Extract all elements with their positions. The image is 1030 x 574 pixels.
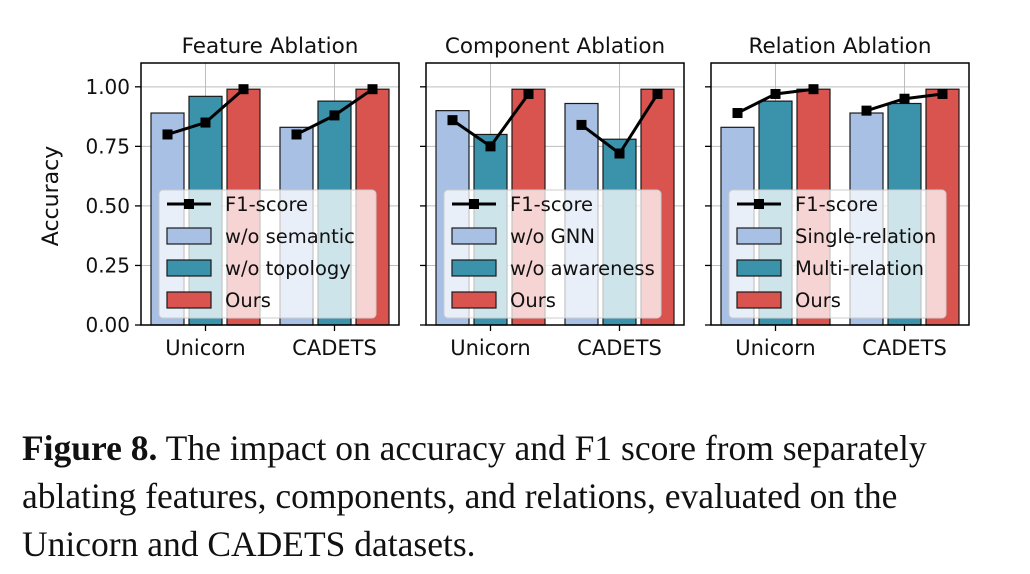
panel-title: Relation Ablation	[748, 34, 931, 59]
legend-label: w/o awareness	[510, 257, 655, 280]
legend-swatch	[166, 291, 212, 309]
panel-1: 0.00 0.25 0.50 0.75 1.00 Unicorn CADETS Feature…	[85, 34, 400, 360]
y-tick-label: 1.00	[85, 75, 130, 99]
f1-point	[861, 105, 872, 116]
legend-swatch	[736, 291, 782, 309]
legend-swatch	[451, 291, 497, 309]
legend: F1-score Single-relation Multi-relation Our…	[728, 189, 947, 319]
f1-point	[238, 84, 249, 95]
panel-title: Feature Ablation	[182, 34, 359, 59]
legend-marker-swatch	[754, 199, 764, 209]
axes-frame	[710, 62, 970, 326]
legend-swatch	[166, 227, 212, 245]
f1-point	[200, 117, 211, 128]
f1-point	[367, 84, 378, 95]
y-axis-label: Accuracy	[39, 146, 64, 246]
figure-8-chart: Accuracy 0.00 0.25 0.50 0.75 1.00 Unicorn CADE…	[39, 34, 970, 360]
x-tick-label: CADETS	[577, 336, 662, 360]
f1-point	[770, 88, 781, 99]
y-tick-label: 0.25	[85, 253, 130, 277]
legend-label: F1-score	[510, 193, 593, 216]
f1-point	[808, 84, 819, 95]
legend: F1-score w/o semantic w/o topology Ours	[158, 189, 377, 319]
legend-swatch	[736, 227, 782, 245]
f1-point	[614, 148, 625, 159]
legend-box	[728, 189, 947, 319]
legend-swatch	[451, 227, 497, 245]
f1-point	[899, 93, 910, 104]
axes-frame	[425, 62, 685, 326]
legend-label: Multi-relation	[795, 257, 924, 280]
legend-label: Ours	[795, 289, 841, 312]
x-tick-label: CADETS	[862, 336, 947, 360]
panel-2: Unicorn CADETS Component Ablation F1-score w…	[420, 34, 685, 360]
f1-point	[937, 88, 948, 99]
legend-label: w/o GNN	[510, 225, 595, 248]
x-tick-label: Unicorn	[735, 336, 815, 360]
f1-point	[732, 108, 743, 119]
legend-label: Single-relation	[795, 225, 936, 248]
legend-box	[443, 189, 662, 319]
legend-label: F1-score	[225, 193, 308, 216]
legend-label: Ours	[225, 289, 271, 312]
legend-swatch	[166, 259, 212, 277]
f1-point	[291, 129, 302, 140]
legend-swatch	[736, 259, 782, 277]
f1-point	[523, 88, 534, 99]
figure-caption: Figure 8. The impact on accuracy and F1 …	[22, 424, 1012, 568]
panel-3: Unicorn CADETS Relation Ablation F1-score Si…	[705, 34, 970, 360]
legend-marker-swatch	[469, 199, 479, 209]
legend-label: w/o topology	[225, 257, 351, 280]
f1-point	[485, 141, 496, 152]
axes-frame	[140, 62, 400, 326]
legend-box	[158, 189, 377, 319]
x-tick-label: CADETS	[292, 336, 377, 360]
legend-label: F1-score	[795, 193, 878, 216]
f1-point	[652, 88, 663, 99]
f1-point	[162, 129, 173, 140]
legend: F1-score w/o GNN w/o awareness Ours	[443, 189, 662, 319]
legend-label: Ours	[510, 289, 556, 312]
f1-point	[447, 115, 458, 126]
y-tick-label: 0.75	[85, 134, 130, 158]
x-tick-label: Unicorn	[450, 336, 530, 360]
legend-marker-swatch	[184, 199, 194, 209]
caption-label: Figure 8.	[22, 428, 158, 468]
f1-point	[329, 110, 340, 121]
legend-swatch	[451, 259, 497, 277]
y-tick-label: 0.50	[85, 194, 130, 218]
caption-text: The impact on accuracy and F1 score from…	[22, 428, 927, 564]
y-tick-label: 0.00	[85, 313, 130, 337]
panel-title: Component Ablation	[445, 34, 665, 59]
legend-label: w/o semantic	[225, 225, 355, 248]
x-tick-label: Unicorn	[165, 336, 245, 360]
f1-point	[576, 119, 587, 130]
